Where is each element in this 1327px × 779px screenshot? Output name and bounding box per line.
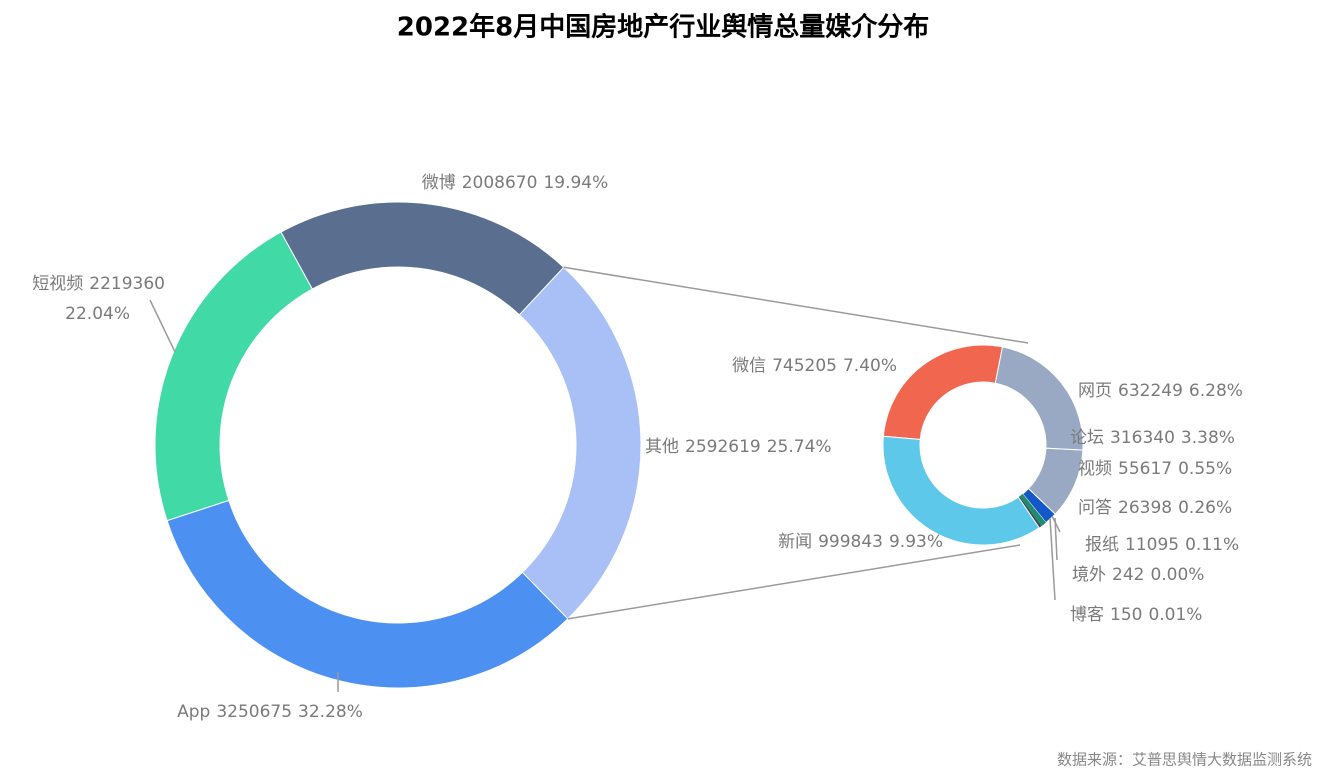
slice-label: 22.04% <box>65 304 130 324</box>
slice-label: 视频 55617 0.55% <box>1078 459 1232 479</box>
slice-percent: 25.74% <box>767 437 832 457</box>
chart-title: 2022年8月中国房地产行业舆情总量媒介分布 <box>397 12 929 43</box>
slice-value: 11095 <box>1125 535 1179 555</box>
slice-label: 网页 632249 6.28% <box>1078 381 1243 401</box>
slice-percent: 0.26% <box>1178 498 1232 518</box>
slice-name: App <box>177 702 210 722</box>
slice-name: 短视频 <box>32 274 83 294</box>
donut-slice <box>154 231 313 522</box>
slice-value: 26398 <box>1118 498 1172 518</box>
slice-name: 其他 <box>645 437 679 457</box>
connector-line <box>567 544 1021 620</box>
slice-percent: 19.94% <box>543 173 608 193</box>
leader-line <box>149 299 176 353</box>
connector-line <box>563 266 1029 344</box>
slice-percent: 0.01% <box>1148 605 1202 625</box>
slice-label: 报纸 11095 0.11% <box>1085 535 1239 555</box>
donut-slice <box>882 344 1004 441</box>
slice-name: 博客 <box>1070 605 1104 625</box>
slice-label: App 3250675 32.28% <box>177 702 363 722</box>
slice-name: 网页 <box>1078 381 1112 401</box>
slice-label: 境外 242 0.00% <box>1072 565 1204 585</box>
slice-value: 632249 <box>1118 381 1183 401</box>
slice-percent: 7.40% <box>843 356 897 376</box>
donut-slice <box>280 201 565 316</box>
slice-value: 2008670 <box>462 173 538 193</box>
slice-name: 新闻 <box>778 532 812 552</box>
slice-percent: 3.38% <box>1181 428 1235 448</box>
slice-label: 短视频 2219360 <box>32 274 165 294</box>
slice-percent: 6.28% <box>1189 381 1243 401</box>
donut-slice <box>1018 496 1042 528</box>
slice-value: 2592619 <box>685 437 761 457</box>
slice-value: 55617 <box>1118 459 1172 479</box>
donut-slice <box>1019 493 1046 527</box>
donut-slice <box>518 266 642 620</box>
leader-line <box>1054 517 1058 561</box>
donut-slice <box>166 499 569 689</box>
slice-value: 2219360 <box>89 274 165 294</box>
slice-value: 999843 <box>818 532 883 552</box>
slice-value: 242 <box>1112 565 1144 585</box>
slice-label: 新闻 999843 9.93% <box>778 532 943 552</box>
source-note: 数据来源：艾普思舆情大数据监测系统 <box>1057 751 1312 769</box>
slice-percent: 0.00% <box>1150 565 1204 585</box>
slice-label: 博客 150 0.01% <box>1070 605 1202 625</box>
slice-name: 报纸 <box>1085 535 1119 555</box>
slice-percent: 32.28% <box>298 702 363 722</box>
slice-name: 问答 <box>1078 498 1112 518</box>
slice-value: 3250675 <box>216 702 292 722</box>
slice-percent: 9.93% <box>889 532 943 552</box>
slice-name: 论坛 <box>1070 428 1104 448</box>
slice-value: 150 <box>1110 605 1142 625</box>
slice-label: 微信 745205 7.40% <box>732 356 897 376</box>
slice-name: 视频 <box>1078 459 1112 479</box>
slice-percent: 0.55% <box>1178 459 1232 479</box>
donut-slice <box>882 435 1040 546</box>
leader-line <box>1049 517 1056 601</box>
slice-name: 微博 <box>422 173 456 193</box>
slice-value: 745205 <box>772 356 837 376</box>
slice-value: 316340 <box>1110 428 1175 448</box>
slice-name: 境外 <box>1072 565 1106 585</box>
slice-label: 微博 2008670 19.94% <box>422 173 609 193</box>
slice-label: 其他 2592619 25.74% <box>645 437 832 457</box>
slice-percent: 22.04% <box>65 304 130 324</box>
slice-label: 问答 26398 0.26% <box>1078 498 1232 518</box>
slice-percent: 0.11% <box>1185 535 1239 555</box>
slice-label: 论坛 316340 3.38% <box>1070 428 1235 448</box>
slice-name: 微信 <box>732 356 766 376</box>
